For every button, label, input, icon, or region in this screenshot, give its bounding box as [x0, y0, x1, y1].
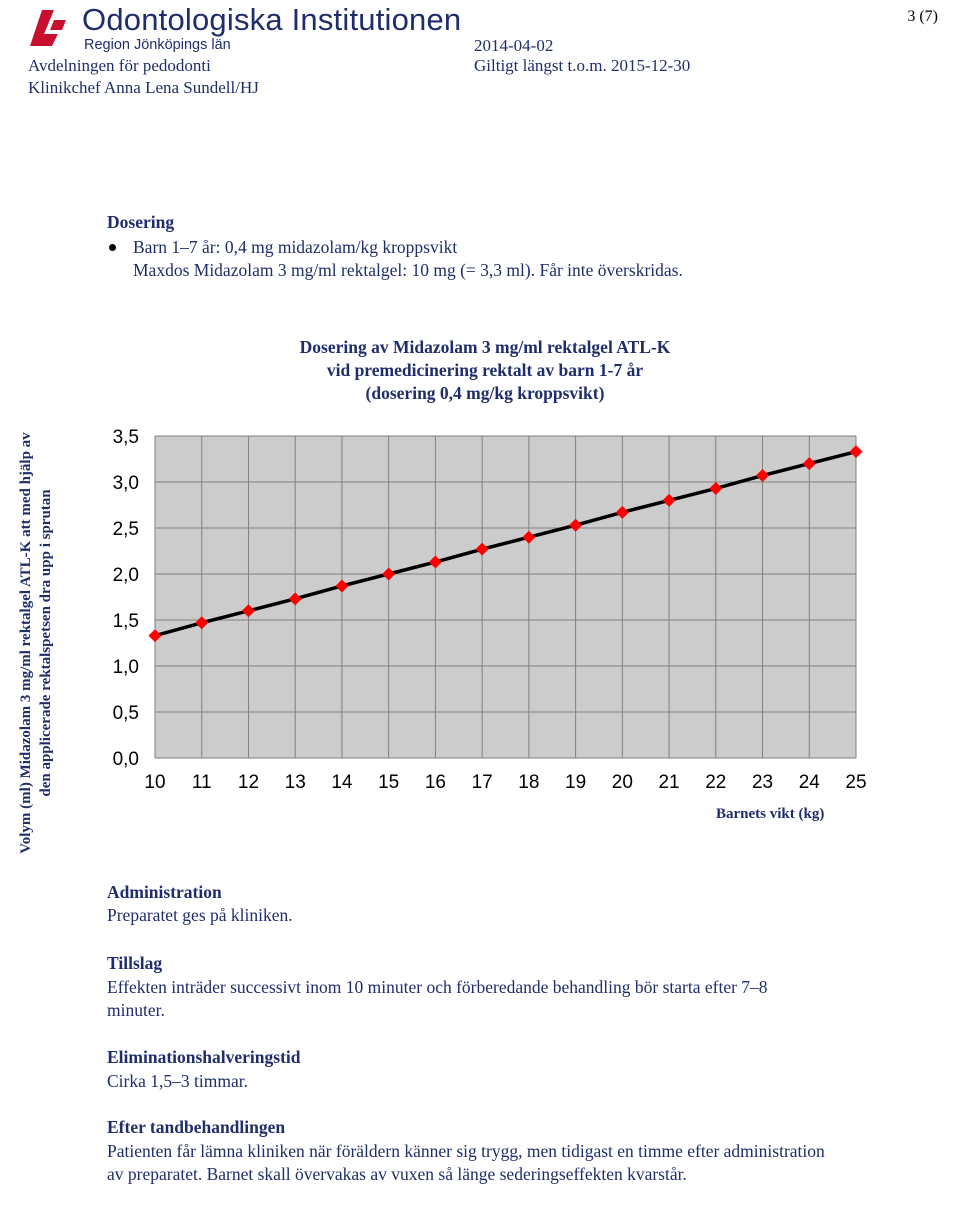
document-date: 2014-04-02	[474, 36, 554, 55]
x-tick-label: 18	[518, 772, 539, 793]
data-point-marker	[195, 616, 209, 630]
data-point-marker	[662, 493, 676, 507]
y-tick-label: 2,5	[113, 519, 139, 540]
data-point-marker	[849, 445, 863, 459]
y-tick-label: 0,0	[113, 749, 139, 770]
x-axis-label: Barnets vikt (kg)	[716, 806, 825, 822]
efter-tandbehandlingen-text: Patienten får lämna kliniken när förälde…	[107, 1141, 825, 1184]
region-logo-icon	[30, 10, 66, 46]
halveringstid-heading: Eliminationshalveringstid	[107, 1047, 301, 1067]
data-point-marker	[382, 567, 396, 581]
dosering-bullet-line1: Barn 1–7 år: 0,4 mg midazolam/kg kroppsv…	[133, 237, 458, 257]
data-point-marker	[148, 629, 162, 643]
dosering-heading: Dosering	[107, 212, 175, 232]
x-tick-label: 13	[285, 772, 306, 793]
region-name: Region Jönköpings län	[84, 37, 231, 53]
tillslag-heading: Tillslag	[107, 953, 163, 973]
x-tick-label: 23	[752, 772, 773, 793]
x-tick-label: 19	[565, 772, 586, 793]
halveringstid-text: Cirka 1,5–3 timmar.	[107, 1071, 248, 1091]
data-point-marker	[615, 505, 629, 519]
dosering-bullet-line2: Maxdos Midazolam 3 mg/ml rektalgel: 10 m…	[133, 260, 683, 280]
plot-area	[155, 436, 856, 758]
x-tick-label: 21	[658, 772, 679, 793]
x-tick-label: 11	[192, 772, 212, 793]
chart-title-line1: Dosering av Midazolam 3 mg/ml rektalgel …	[299, 337, 671, 357]
data-point-marker	[709, 481, 723, 495]
x-tick-label: 10	[144, 772, 165, 793]
org-name: Odontologiska Institutionen	[82, 2, 462, 37]
administration-heading: Administration	[107, 882, 222, 902]
clinic-chief: Klinikchef Anna Lena Sundell/HJ	[28, 78, 259, 97]
x-tick-label: 25	[845, 772, 866, 793]
x-tick-label: 14	[331, 772, 353, 793]
data-point-marker	[335, 579, 349, 593]
y-tick-label: 3,5	[113, 427, 139, 448]
x-tick-label: 24	[799, 772, 821, 793]
chart-title-line3: (dosering 0,4 mg/kg kroppsvikt)	[365, 383, 605, 403]
data-point-marker	[288, 592, 302, 606]
chart-title-line2: vid premedicinering rektalt av barn 1-7 …	[326, 360, 644, 380]
page-number: 3 (7)	[907, 8, 938, 25]
data-point-marker	[756, 469, 770, 483]
x-tick-label: 20	[612, 772, 633, 793]
x-tick-label: 16	[425, 772, 446, 793]
y-tick-label: 3,0	[113, 473, 139, 494]
chart-title: Dosering av Midazolam 3 mg/ml rektalgel …	[0, 336, 960, 405]
x-tick-label: 22	[705, 772, 726, 793]
y-tick-label: 0,5	[113, 703, 139, 724]
data-point-marker	[475, 542, 489, 556]
data-point-marker	[428, 555, 442, 569]
x-tick-label: 17	[472, 772, 493, 793]
data-point-marker	[802, 457, 816, 471]
x-tick-label: 12	[238, 772, 259, 793]
tillslag-text: Effekten inträder successivt inom 10 min…	[107, 977, 768, 1020]
department: Avdelningen för pedodonti	[28, 56, 211, 75]
dose-series-line	[154, 449, 857, 638]
y-tick-label: 1,5	[113, 611, 139, 632]
efter-tandbehandlingen-heading: Efter tandbehandlingen	[107, 1117, 286, 1137]
bullet-dot-icon	[109, 244, 116, 251]
data-point-marker	[569, 518, 583, 532]
data-point-marker	[241, 604, 255, 618]
data-point-marker	[522, 530, 536, 544]
y-tick-label: 2,0	[113, 565, 139, 586]
valid-until: Giltigt längst t.o.m. 2015-12-30	[474, 56, 691, 75]
administration-text: Preparatet ges på kliniken.	[107, 905, 293, 925]
y-tick-label: 1,0	[113, 657, 139, 678]
x-tick-label: 15	[378, 772, 399, 793]
